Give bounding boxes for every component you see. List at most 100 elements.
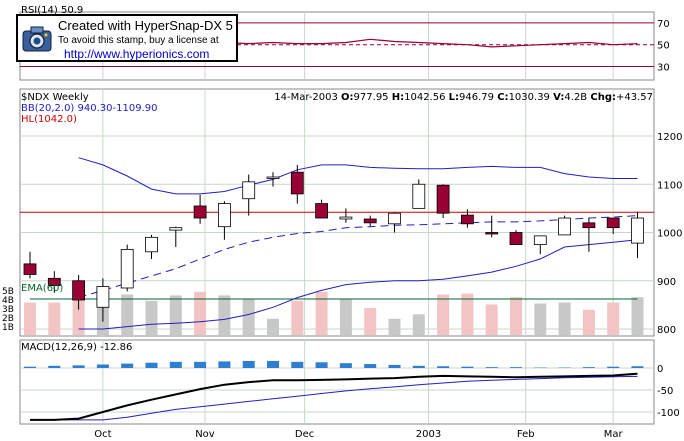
candle-body: [315, 203, 329, 219]
volume-bar: [534, 303, 547, 335]
macd-label: MACD(12,26,9) -12.86: [21, 342, 132, 353]
volume-bar: [169, 295, 182, 335]
bb-label: BB(20,2.0) 940.30-1109.90: [21, 103, 157, 114]
candle-body: [169, 227, 183, 231]
macd-histogram-bar: [169, 361, 182, 368]
macd-histogram-bar: [96, 364, 109, 368]
bollinger-bands: [78, 157, 638, 330]
macd-histogram-bar: [510, 367, 522, 368]
rsi-y-tick-label: 30: [657, 63, 670, 74]
macd-line: [30, 372, 638, 421]
candle-body: [436, 184, 450, 214]
candle-body: [460, 214, 474, 225]
volume-y-tick-label: 5B: [2, 287, 14, 297]
volume-bar: [510, 297, 522, 335]
bb-middle-line: [78, 215, 638, 299]
candle-body: [606, 217, 620, 229]
candle-body: [485, 232, 499, 235]
price-y-tick-label: 1100: [657, 180, 682, 191]
macd-histogram-bar: [631, 366, 644, 368]
volume-bar: [631, 297, 644, 335]
candle-body: [120, 248, 134, 289]
volume-bar: [412, 314, 425, 335]
candle-body: [145, 236, 158, 253]
rsi-label: RSI(14) 50.9: [21, 5, 83, 16]
macd-panel: 0 -50 -100 MACD(12,26,9) -12.86: [19, 339, 680, 425]
x-axis: Oct Nov Dec 2003 Feb Mar: [94, 429, 623, 440]
macd-lines: [30, 372, 638, 421]
camera-icon: [22, 26, 52, 52]
volume-series: [24, 291, 644, 335]
volume-bar: [48, 302, 61, 335]
candle-body: [388, 212, 401, 225]
volume-bar: [315, 291, 328, 335]
volume-bar: [121, 294, 134, 335]
volume-bar: [291, 300, 304, 335]
volume-y-tick-label: 3B: [2, 305, 14, 315]
macd-histogram-bar: [72, 365, 85, 368]
rsi-y-axis: 70 50 30: [657, 19, 670, 74]
x-tick-label: Mar: [604, 429, 624, 440]
volume-bar: [364, 308, 377, 335]
volume-bar: [607, 302, 620, 335]
macd-histogram-bar: [242, 360, 255, 368]
stamp-line-1: Created with HyperSnap-DX 5: [58, 18, 233, 33]
macd-y-tick-label: -50: [657, 386, 673, 397]
candle-body: [217, 203, 231, 228]
macd-frame: [19, 339, 655, 425]
volume-bar: [218, 295, 231, 335]
volume-bar: [242, 299, 255, 335]
macd-histogram-bar: [485, 367, 498, 368]
candle-body: [47, 277, 61, 286]
macd-histogram-bar: [364, 364, 377, 368]
macd-histogram-bar: [461, 366, 474, 368]
ohlc-readout: 14-Mar-2003 O:977.95 H:1042.56 L:946.79 …: [274, 92, 653, 103]
hypersnap-stamp: Created with HyperSnap-DX 5 To avoid thi…: [16, 14, 238, 62]
candle-body: [533, 235, 547, 245]
candle-body: [72, 280, 85, 301]
price-y-axis: 1200 1100 1000 900 800: [657, 132, 682, 336]
candle-body: [582, 222, 596, 229]
candle-body: [412, 183, 426, 209]
volume-bar: [267, 318, 279, 335]
macd-histogram-bar: [339, 363, 352, 368]
macd-histogram-bar: [194, 361, 207, 368]
volume-bar: [72, 300, 85, 335]
hl-label: HL(1042.0): [21, 114, 77, 125]
macd-histogram-bar: [218, 361, 231, 368]
volume-y-tick-label: 1B: [2, 323, 14, 333]
macd-histogram-bar: [24, 366, 36, 368]
ema-label: EMA(60): [21, 283, 63, 294]
volume-bar: [24, 302, 36, 335]
macd-y-axis: 0 -50 -100: [657, 364, 680, 419]
macd-histogram-bar: [291, 361, 304, 368]
macd-histogram: [24, 360, 644, 368]
x-tick-label: Feb: [517, 429, 535, 440]
macd-histogram-bar: [121, 363, 134, 368]
volume-y-tick-label: 4B: [2, 296, 14, 306]
volume-bar: [485, 304, 498, 335]
macd-histogram-bar: [388, 364, 401, 368]
stamp-link[interactable]: http://www.hyperionics.com: [64, 47, 210, 61]
symbol-label: $NDX Weekly: [21, 92, 89, 103]
macd-grid: [20, 340, 654, 424]
rsi-y-tick-label: 50: [657, 41, 670, 52]
candle-body: [242, 181, 256, 200]
volume-bar: [339, 299, 352, 335]
macd-histogram-bar: [48, 365, 61, 368]
candle-body: [96, 286, 110, 308]
x-tick-label: 2003: [416, 429, 441, 440]
candle-body: [339, 216, 353, 220]
rsi-y-tick-label: 70: [657, 19, 670, 30]
volume-bar: [558, 302, 571, 335]
candle-body: [631, 217, 644, 244]
x-tick-label: Oct: [94, 429, 111, 440]
stamp-line-2: To avoid this stamp, buy a license at: [58, 35, 219, 46]
macd-histogram-bar: [582, 367, 595, 368]
price-y-tick-label: 1000: [657, 229, 682, 240]
volume-bar: [437, 294, 450, 335]
candle-body: [193, 205, 207, 219]
